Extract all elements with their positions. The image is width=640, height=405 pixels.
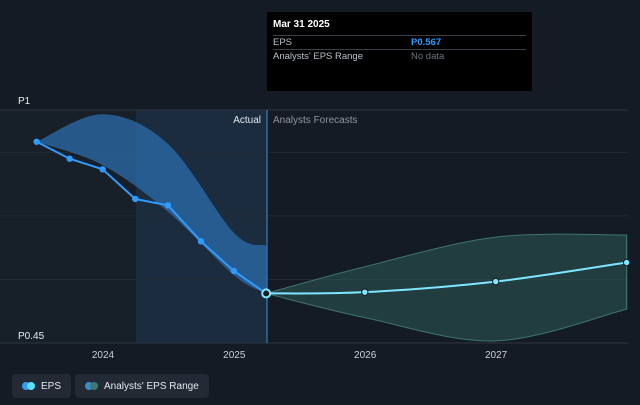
eps-line-actual [36,140,267,295]
actual-label: Actual [233,115,261,126]
tooltip: Mar 31 2025 EPS P0.567 Analysts' EPS Ran… [267,12,532,91]
eps-point[interactable] [66,155,73,162]
eps-point[interactable] [197,238,205,245]
x-tick-label: 2024 [92,350,115,361]
eps-point[interactable] [33,138,40,145]
eps-point[interactable] [132,195,139,203]
tooltip-range-label: Analysts' EPS Range [273,51,363,62]
x-axis: 2024 2025 2026 2027 [92,350,508,361]
tooltip-row-eps: EPS P0.567 [273,35,526,49]
eps-line-forecast [266,261,627,295]
legend: EPS Analysts' EPS Range [12,374,209,398]
eps-point[interactable] [622,258,631,267]
legend-range-label: Analysts' EPS Range [104,380,199,392]
y-tick-bottom: P0.45 [18,331,45,342]
x-tick-label: 2025 [223,350,246,361]
tooltip-range-value: No data [411,51,445,62]
eps-point-current[interactable] [261,288,272,299]
tooltip-eps-label: EPS [273,37,293,48]
eps-points [33,138,631,299]
eps-point[interactable] [361,288,369,296]
eps-point[interactable] [492,277,500,286]
tooltip-eps-value: P0.567 [411,37,442,48]
legend-eps-label: EPS [41,380,62,392]
y-tick-top: P1 [18,96,31,107]
eps-chart: P1 P0.45 Actual Analysts Forecasts 2024 2… [0,96,631,361]
eps-point[interactable] [99,166,106,173]
range-band-forecast [266,233,628,342]
eps-point[interactable] [230,267,238,275]
legend-eps-button[interactable]: EPS [12,374,72,398]
eps-point[interactable] [164,202,172,209]
tooltip-row-range: Analysts' EPS Range No data [273,49,526,63]
range-dot-icon [85,382,99,390]
forecast-label: Analysts Forecasts [273,115,357,126]
eps-lines [36,140,627,295]
tooltip-date: Mar 31 2025 [273,19,330,30]
x-tick-label: 2026 [354,350,377,361]
legend-range-button[interactable]: Analysts' EPS Range [75,374,209,398]
x-tick-label: 2027 [485,350,508,361]
eps-dot-icon [22,382,35,390]
